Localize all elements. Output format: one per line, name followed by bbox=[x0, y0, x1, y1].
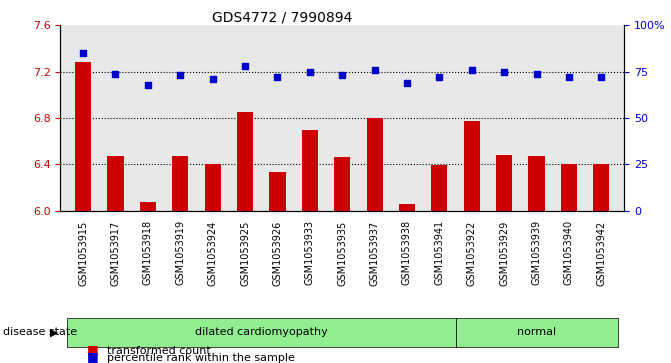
Bar bbox=[366, 118, 382, 211]
Text: ▶: ▶ bbox=[50, 327, 59, 337]
Bar bbox=[561, 164, 577, 211]
Point bbox=[466, 67, 477, 73]
Text: ■: ■ bbox=[87, 343, 99, 356]
Text: transformed count: transformed count bbox=[107, 346, 211, 356]
Point bbox=[207, 76, 218, 82]
Bar bbox=[302, 130, 318, 211]
Point bbox=[531, 71, 542, 77]
Bar bbox=[464, 122, 480, 211]
Point bbox=[175, 73, 186, 78]
Bar bbox=[334, 157, 350, 211]
Point bbox=[337, 73, 348, 78]
Point bbox=[78, 50, 89, 56]
Text: GDS4772 / 7990894: GDS4772 / 7990894 bbox=[211, 11, 352, 25]
Point bbox=[110, 71, 121, 77]
Text: disease state: disease state bbox=[3, 327, 77, 337]
Point bbox=[142, 82, 153, 87]
Bar bbox=[269, 172, 286, 211]
Point bbox=[499, 69, 509, 75]
Text: normal: normal bbox=[517, 327, 556, 337]
Point bbox=[369, 67, 380, 73]
Point bbox=[240, 63, 250, 69]
Point bbox=[402, 80, 413, 86]
Bar bbox=[431, 166, 448, 211]
Bar bbox=[399, 204, 415, 211]
Bar bbox=[529, 156, 545, 211]
Bar bbox=[496, 155, 512, 211]
Bar bbox=[172, 156, 189, 211]
Text: dilated cardiomyopathy: dilated cardiomyopathy bbox=[195, 327, 327, 337]
Point bbox=[564, 74, 574, 80]
Text: percentile rank within the sample: percentile rank within the sample bbox=[107, 353, 295, 363]
Text: ■: ■ bbox=[87, 350, 99, 363]
Bar bbox=[140, 203, 156, 211]
Point bbox=[434, 74, 445, 80]
Bar bbox=[237, 112, 253, 211]
Bar bbox=[107, 156, 123, 211]
Point bbox=[272, 74, 282, 80]
Point bbox=[596, 74, 607, 80]
Bar bbox=[593, 164, 609, 211]
Point bbox=[305, 69, 315, 75]
Bar bbox=[75, 62, 91, 211]
Bar bbox=[205, 164, 221, 211]
